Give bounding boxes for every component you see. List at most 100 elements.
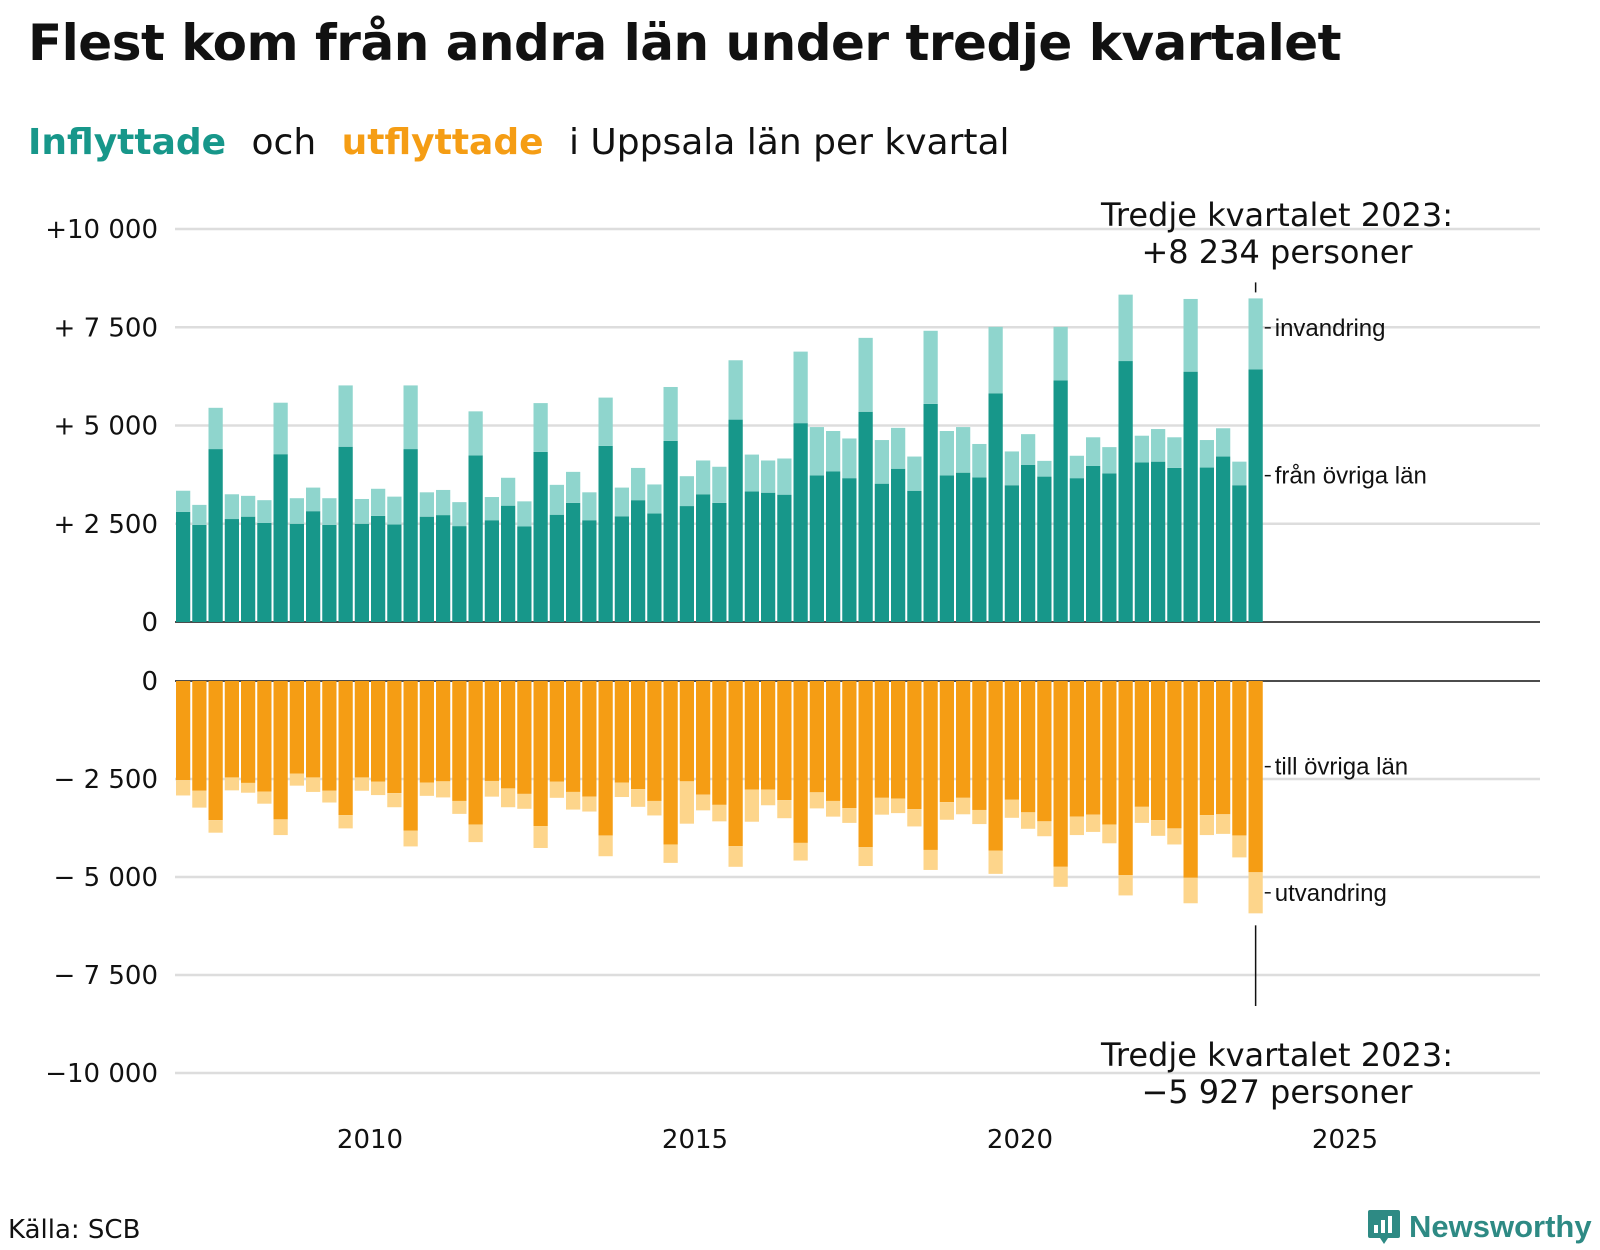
bar-fran-ovriga-lan <box>501 505 516 622</box>
label-fran-ovriga-lan: från övriga län <box>1275 463 1427 490</box>
bar-invandring <box>566 471 581 503</box>
bar-till-ovriga-lan <box>1004 681 1019 800</box>
bar-fran-ovriga-lan <box>468 455 483 622</box>
bar-invandring <box>858 337 873 412</box>
bar-till-ovriga-lan <box>956 681 971 798</box>
bar-invandring <box>436 489 451 516</box>
bar-utvandring <box>566 791 581 810</box>
bar-invandring <box>306 487 321 512</box>
bar-fran-ovriga-lan <box>1102 473 1117 622</box>
bar-invandring <box>403 385 418 450</box>
bar-utvandring <box>972 809 987 825</box>
bar-fran-ovriga-lan <box>988 393 1003 622</box>
bar-invandring <box>1021 434 1036 465</box>
bar-till-ovriga-lan <box>1216 681 1231 815</box>
bar-invandring <box>598 397 613 446</box>
bar-utvandring <box>679 781 694 824</box>
bar-utvandring <box>436 781 451 798</box>
bar-till-ovriga-lan <box>306 681 321 778</box>
bar-fran-ovriga-lan <box>1069 478 1084 622</box>
bar-utvandring <box>289 773 304 786</box>
bar-fran-ovriga-lan <box>452 526 467 622</box>
bar-till-ovriga-lan <box>939 681 954 803</box>
bar-invandring <box>533 403 548 452</box>
bar-utvandring <box>744 789 759 822</box>
bar-fran-ovriga-lan <box>566 502 581 622</box>
bar-fran-ovriga-lan <box>728 419 743 622</box>
bar-till-ovriga-lan <box>809 681 824 793</box>
bar-utvandring <box>761 789 776 806</box>
bar-fran-ovriga-lan <box>582 520 597 622</box>
bar-fran-ovriga-lan <box>744 491 759 622</box>
bar-fran-ovriga-lan <box>176 511 191 622</box>
label-invandring: invandring <box>1275 315 1386 342</box>
bar-fran-ovriga-lan <box>1183 371 1198 622</box>
bar-utvandring <box>647 800 662 816</box>
bar-till-ovriga-lan <box>647 681 662 801</box>
bar-till-ovriga-lan <box>826 681 841 801</box>
subtitle-utflyttade: utflyttade <box>341 122 544 163</box>
bar-utvandring <box>549 781 564 798</box>
bar-utvandring <box>696 794 711 811</box>
bar-invandring <box>1151 429 1166 462</box>
bar-till-ovriga-lan <box>1118 681 1133 876</box>
bar-utvandring <box>387 793 402 808</box>
bar-fran-ovriga-lan <box>1248 369 1263 622</box>
label-utvandring: utvandring <box>1275 880 1387 907</box>
bar-till-ovriga-lan <box>1151 681 1166 821</box>
bar-invandring <box>1167 437 1182 468</box>
bar-till-ovriga-lan <box>452 681 467 801</box>
bar-till-ovriga-lan <box>972 681 987 810</box>
bar-utvandring <box>1248 872 1263 914</box>
bar-utvandring <box>907 809 922 827</box>
bar-fran-ovriga-lan <box>322 524 337 622</box>
bar-utvandring <box>468 824 483 843</box>
bar-utvandring <box>1037 821 1052 837</box>
bar-invandring <box>289 498 304 524</box>
bar-utvandring <box>1167 828 1182 845</box>
bar-fran-ovriga-lan <box>891 468 906 622</box>
bar-fran-ovriga-lan <box>939 475 954 622</box>
bar-utvandring <box>1151 820 1166 836</box>
bar-fran-ovriga-lan <box>403 449 418 622</box>
bar-till-ovriga-lan <box>761 681 776 790</box>
bar-till-ovriga-lan <box>354 681 369 778</box>
bar-invandring <box>452 502 467 527</box>
bar-utvandring <box>1232 835 1247 858</box>
bar-fran-ovriga-lan <box>647 513 662 622</box>
bar-utvandring <box>712 804 727 822</box>
y-tick-label: − 5 000 <box>54 863 158 893</box>
bar-fran-ovriga-lan <box>1118 361 1133 622</box>
bar-invandring <box>1183 298 1198 372</box>
subtitle-och: och <box>251 122 317 163</box>
bar-invandring <box>761 460 776 493</box>
bar-invandring <box>468 411 483 456</box>
bar-fran-ovriga-lan <box>436 515 451 622</box>
bar-invandring <box>419 492 434 517</box>
bar-utvandring <box>614 782 629 798</box>
bar-fran-ovriga-lan <box>842 478 857 622</box>
bar-till-ovriga-lan <box>517 681 532 794</box>
bar-fran-ovriga-lan <box>858 411 873 622</box>
bar-till-ovriga-lan <box>1134 681 1149 807</box>
bar-utvandring <box>192 790 207 808</box>
bar-invandring <box>907 456 922 491</box>
migration-chart: +10 000 + 7 500 + 5 000 + 2 500 0 0 − 2 500 − 5… <box>45 196 1540 1155</box>
bar-invandring <box>679 476 694 507</box>
bar-utvandring <box>419 782 434 796</box>
bar-till-ovriga-lan <box>1037 681 1052 822</box>
bar-utvandring <box>338 815 353 829</box>
bar-invandring <box>241 495 256 517</box>
bar-invandring <box>1118 294 1133 362</box>
bar-fran-ovriga-lan <box>289 523 304 622</box>
bar-fran-ovriga-lan <box>224 519 239 622</box>
bar-utvandring <box>517 793 532 809</box>
bar-invandring <box>744 454 759 492</box>
bar-fran-ovriga-lan <box>826 471 841 622</box>
annotation-lower-line1: Tredje kvartalet 2023: <box>1100 1036 1453 1074</box>
bar-invandring <box>387 496 402 525</box>
bar-till-ovriga-lan <box>582 681 597 797</box>
bar-utvandring <box>371 781 386 796</box>
bar-till-ovriga-lan <box>501 681 516 789</box>
brand-logo: Newsworthy <box>1367 1208 1592 1246</box>
